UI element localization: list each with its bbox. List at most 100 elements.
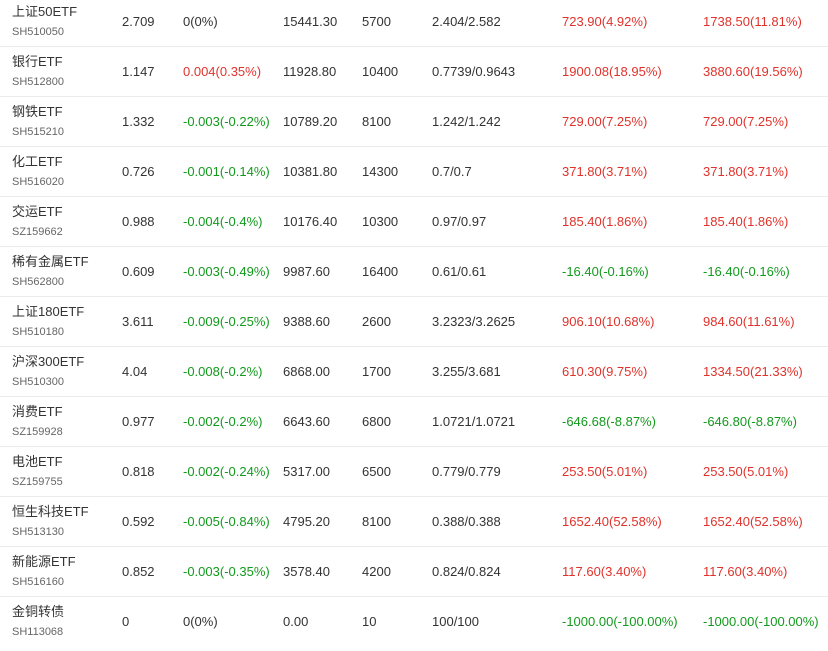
position-profit-loss: -1000.00(-100.00%) [562,614,678,629]
security-name[interactable]: 上证180ETF [12,304,85,319]
position-quantity: 14300 [362,164,399,179]
position-quantity: 10300 [362,214,399,229]
security-name[interactable]: 金铜转债 [12,604,65,619]
security-name[interactable]: 上证50ETF [12,4,78,19]
security-name[interactable]: 新能源ETF [12,554,76,569]
total-profit-loss: 1334.50(21.33%) [703,364,803,379]
holding-row[interactable]: 沪深300ETF SH510300 4.04 -0.008(-0.2%) 686… [0,347,828,397]
holding-row[interactable]: 交运ETF SZ159662 0.988 -0.004(-0.4%) 10176… [0,197,828,247]
security-code: SH510300 [12,376,64,388]
holding-row[interactable]: 上证50ETF SH510050 2.709 0(0%) 15441.30 57… [0,0,828,47]
position-profit-loss: 906.10(10.68%) [562,314,655,329]
market-value: 15441.30 [283,14,338,29]
total-profit-loss: 117.60(3.40%) [703,564,788,579]
price-change: -0.003(-0.22%) [183,114,270,129]
holding-row[interactable]: 上证180ETF SH510180 3.611 -0.009(-0.25%) 9… [0,297,828,347]
position-profit-loss: 253.50(5.01%) [562,464,648,479]
price-change: -0.008(-0.2%) [183,364,263,379]
price-change: 0(0%) [183,614,218,629]
security-code: SH513130 [12,526,64,538]
holding-row[interactable]: 电池ETF SZ159755 0.818 -0.002(-0.24%) 5317… [0,447,828,497]
holding-row[interactable]: 银行ETF SH512800 1.147 0.004(0.35%) 11928.… [0,47,828,97]
cost-price: 0.824/0.824 [432,564,501,579]
market-value: 4795.20 [283,514,330,529]
security-code: SZ159928 [12,426,63,438]
cost-price: 1.0721/1.0721 [432,414,516,429]
market-value: 10381.80 [283,164,338,179]
security-name[interactable]: 消费ETF [12,404,63,419]
cost-price: 1.242/1.242 [432,114,501,129]
total-profit-loss: -1000.00(-100.00%) [703,614,819,629]
security-name[interactable]: 化工ETF [12,154,63,169]
security-name[interactable]: 电池ETF [12,454,63,469]
security-name[interactable]: 沪深300ETF [12,354,85,369]
holding-row[interactable]: 稀有金属ETF SH562800 0.609 -0.003(-0.49%) 99… [0,247,828,297]
current-price: 0.988 [122,214,155,229]
holding-row[interactable]: 新能源ETF SH516160 0.852 -0.003(-0.35%) 357… [0,547,828,597]
current-price: 0.977 [122,414,155,429]
security-code: SH512800 [12,76,64,88]
position-profit-loss: -646.68(-8.87%) [562,414,656,429]
cost-price: 0.7739/0.9643 [432,64,516,79]
holding-row[interactable]: 恒生科技ETF SH513130 0.592 -0.005(-0.84%) 47… [0,497,828,547]
position-profit-loss: 117.60(3.40%) [562,564,647,579]
cost-price: 0.61/0.61 [432,264,487,279]
total-profit-loss: -16.40(-0.16%) [703,264,790,279]
total-profit-loss: 185.40(1.86%) [703,214,789,229]
position-quantity: 1700 [362,364,391,379]
security-code: SZ159755 [12,476,63,488]
security-code: SH515210 [12,126,64,138]
cost-price: 0.97/0.97 [432,214,487,229]
cost-price: 0.779/0.779 [432,464,501,479]
price-change: -0.003(-0.49%) [183,264,270,279]
security-name[interactable]: 稀有金属ETF [12,254,89,269]
price-change: 0(0%) [183,14,218,29]
position-profit-loss: 371.80(3.71%) [562,164,648,179]
security-name[interactable]: 钢铁ETF [12,104,63,119]
security-name[interactable]: 交运ETF [12,204,63,219]
total-profit-loss: 729.00(7.25%) [703,114,789,129]
market-value: 10176.40 [283,214,338,229]
position-quantity: 5700 [362,14,391,29]
holding-row[interactable]: 消费ETF SZ159928 0.977 -0.002(-0.2%) 6643.… [0,397,828,447]
position-quantity: 16400 [362,264,399,279]
total-profit-loss: 984.60(11.61%) [703,314,795,329]
price-change: 0.004(0.35%) [183,64,262,79]
price-change: -0.009(-0.25%) [183,314,270,329]
price-change: -0.001(-0.14%) [183,164,270,179]
security-name[interactable]: 恒生科技ETF [12,504,89,519]
security-code: SH516160 [12,576,64,588]
holding-row[interactable]: 钢铁ETF SH515210 1.332 -0.003(-0.22%) 1078… [0,97,828,147]
current-price: 0.726 [122,164,155,179]
total-profit-loss: 253.50(5.01%) [703,464,789,479]
market-value: 5317.00 [283,464,330,479]
position-profit-loss: 729.00(7.25%) [562,114,648,129]
cost-price: 0.7/0.7 [432,164,472,179]
market-value: 9388.60 [283,314,330,329]
position-profit-loss: 185.40(1.86%) [562,214,648,229]
position-quantity: 10400 [362,64,399,79]
current-price: 0.609 [122,264,155,279]
holding-row[interactable]: 化工ETF SH516020 0.726 -0.001(-0.14%) 1038… [0,147,828,197]
cost-price: 2.404/2.582 [432,14,501,29]
cost-price: 0.388/0.388 [432,514,501,529]
price-change: -0.002(-0.2%) [183,414,263,429]
position-quantity: 2600 [362,314,391,329]
current-price: 0.852 [122,564,155,579]
market-value: 9987.60 [283,264,330,279]
total-profit-loss: -646.80(-8.87%) [703,414,797,429]
total-profit-loss: 1738.50(11.81%) [703,14,802,29]
total-profit-loss: 371.80(3.71%) [703,164,789,179]
security-code: SH516020 [12,176,64,188]
position-quantity: 8100 [362,514,391,529]
cost-price: 3.2323/3.2625 [432,314,516,329]
position-quantity: 8100 [362,114,391,129]
cost-price: 3.255/3.681 [432,364,501,379]
current-price: 1.147 [122,64,155,79]
cost-price: 100/100 [432,614,479,629]
holding-row[interactable]: 金铜转债 SH113068 0 0(0%) 0.00 10 100/100 -1… [0,597,828,647]
market-value: 6868.00 [283,364,330,379]
security-name[interactable]: 银行ETF [12,54,63,69]
position-quantity: 10 [362,614,377,629]
